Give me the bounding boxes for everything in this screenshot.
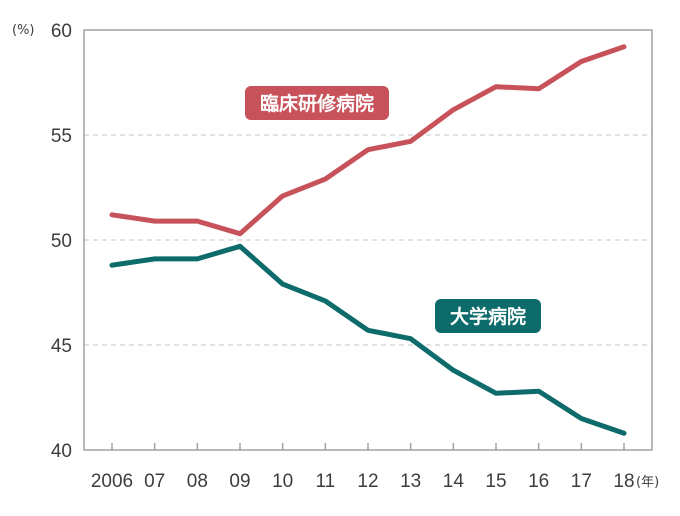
legend-badge-bg	[244, 86, 390, 120]
x-tick-label: 16	[528, 471, 549, 492]
x-tick-label: 12	[357, 471, 378, 492]
y-axis: 40 45 50 55 60	[51, 21, 72, 462]
legend-badge-1: 大学病院	[434, 299, 542, 333]
x-axis: 2006 07 08 09 10 11 12 13 14 15 16 17 18	[91, 443, 635, 492]
legend-label: 臨床研修病院	[260, 92, 374, 115]
x-tick-label: 13	[400, 471, 421, 492]
x-tick-label: 14	[443, 471, 465, 492]
x-tick-label: 2006	[91, 471, 133, 492]
y-tick-label: 40	[51, 441, 72, 462]
x-tick-label: 10	[272, 471, 293, 492]
y-tick-label: 45	[51, 336, 72, 357]
x-tick-label: 08	[187, 471, 208, 492]
series-line-0	[109, 44, 627, 237]
x-tick-label: 17	[571, 471, 592, 492]
x-tick-label: 09	[229, 471, 250, 492]
y-unit-label: (%)	[12, 23, 35, 38]
x-tick-label: 11	[315, 471, 335, 492]
series-line-1	[109, 243, 627, 436]
series-lines	[109, 44, 627, 436]
x-tick-label: 07	[144, 471, 165, 492]
y-tick-label: 50	[51, 231, 72, 252]
legend-badge-0: 臨床研修病院	[244, 86, 390, 120]
x-unit-label: (年)	[636, 475, 659, 490]
legend-label: 大学病院	[450, 305, 526, 328]
x-tick-label: 15	[485, 471, 506, 492]
gridlines	[84, 134, 652, 346]
y-tick-label: 60	[51, 21, 72, 42]
x-tick-label: 18	[613, 471, 634, 492]
legend-badge-bg	[434, 299, 542, 333]
y-tick-label: 55	[51, 126, 72, 147]
